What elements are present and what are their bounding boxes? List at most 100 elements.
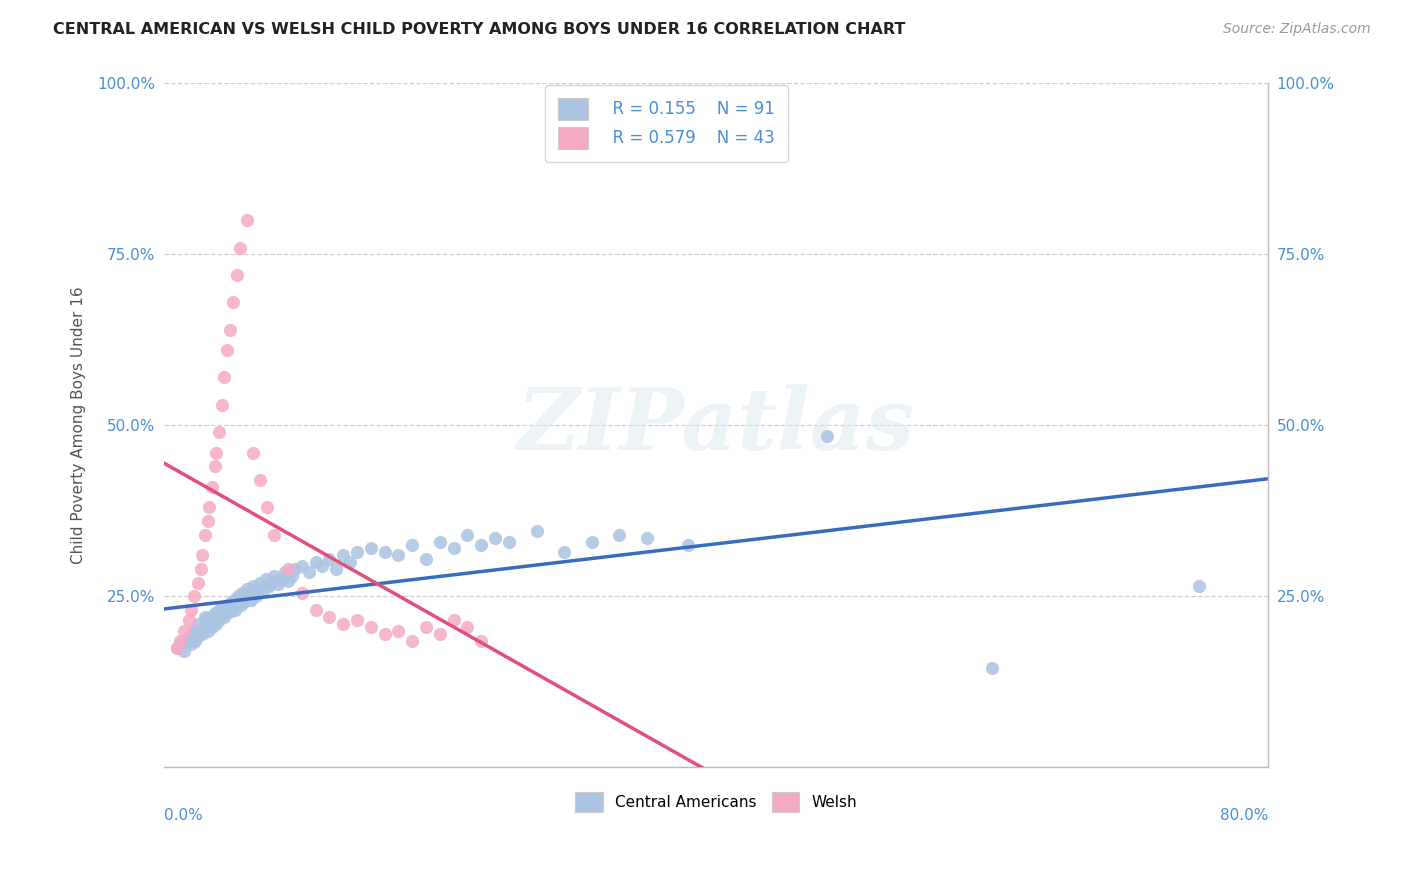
Point [201,620,224,634]
Point [166,640,188,655]
Point [219,323,242,337]
Point [277,562,299,576]
Point [187,627,209,641]
Point [201,480,224,494]
Point [198,616,221,631]
Point [215,603,238,617]
Point [553,545,575,559]
Point [242,579,264,593]
Point [257,579,280,593]
Point [415,551,437,566]
Point [208,603,231,617]
Point [325,562,347,576]
Point [346,545,368,559]
Point [205,446,228,460]
Point [284,562,307,576]
Point [238,586,260,600]
Point [246,582,269,597]
Point [225,268,247,282]
Point [470,633,492,648]
Point [197,624,219,638]
Point [183,590,205,604]
Point [225,596,247,610]
Point [581,534,603,549]
Point [177,633,200,648]
Point [232,595,254,609]
Point [224,592,246,607]
Point [198,500,221,515]
Point [205,616,228,631]
Point [429,534,451,549]
Point [526,524,548,539]
Point [186,631,208,645]
Point [374,627,396,641]
Point [200,610,222,624]
Point [229,598,252,612]
Point [169,633,191,648]
Point [204,607,226,621]
Point [609,528,631,542]
Point [484,531,506,545]
Point [339,555,361,569]
Point [214,370,236,384]
Point [815,428,838,442]
Point [332,549,354,563]
Point [267,577,290,591]
Point [346,613,368,627]
Point [195,613,218,627]
Point [208,425,231,440]
Point [224,603,246,617]
Point [184,633,207,648]
Point [197,514,219,528]
Text: CENTRAL AMERICAN VS WELSH CHILD POVERTY AMONG BOYS UNDER 16 CORRELATION CHART: CENTRAL AMERICAN VS WELSH CHILD POVERTY … [53,22,905,37]
Point [470,538,492,552]
Point [212,607,235,621]
Point [252,583,274,598]
Point [226,590,249,604]
Point [304,555,326,569]
Point [1188,579,1211,593]
Point [207,610,229,624]
Point [981,661,1004,675]
Point [211,599,233,614]
Point [177,613,200,627]
Text: 0.0%: 0.0% [163,808,202,823]
Point [256,500,278,515]
Point [166,640,188,655]
Point [277,574,299,589]
Point [187,616,209,631]
Point [173,644,195,658]
Point [387,549,409,563]
Point [360,620,382,634]
Point [208,613,231,627]
Point [678,538,700,552]
Point [318,610,340,624]
Point [231,586,253,600]
Point [194,620,217,634]
Point [194,610,217,624]
Point [239,592,262,607]
Point [235,582,257,597]
Point [304,603,326,617]
Point [228,592,250,607]
Text: 80.0%: 80.0% [1220,808,1268,823]
Point [235,213,257,227]
Legend: Central Americans, Welsh: Central Americans, Welsh [569,786,863,818]
Point [456,620,478,634]
Point [204,459,226,474]
Point [260,575,283,590]
Point [387,624,409,638]
Point [219,596,242,610]
Point [218,599,240,614]
Point [194,528,217,542]
Point [291,586,314,600]
Point [221,604,243,618]
Point [332,616,354,631]
Point [274,566,297,580]
Point [498,534,520,549]
Point [429,627,451,641]
Point [291,558,314,573]
Point [263,569,285,583]
Point [242,446,264,460]
Point [281,569,304,583]
